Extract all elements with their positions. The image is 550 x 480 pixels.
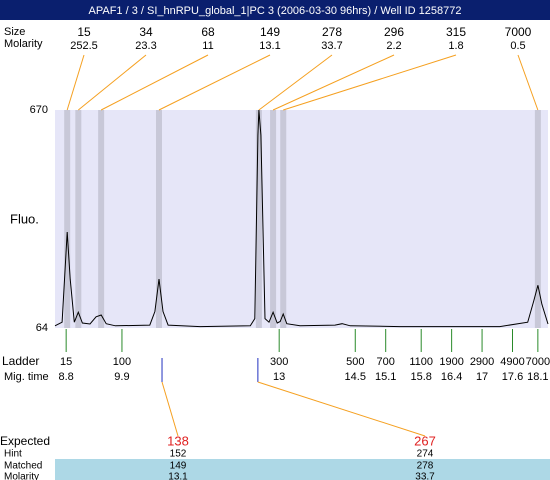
peak-molarity: 2.2 — [386, 40, 401, 52]
peak-connector — [258, 54, 333, 111]
table-molarity: 33.7 — [415, 472, 435, 480]
peak-connector — [272, 54, 395, 111]
table-row-label: Hint — [4, 449, 22, 460]
ladder-time: 17.6 — [502, 371, 523, 383]
peak-molarity: 33.7 — [321, 40, 342, 52]
size-row-label: Size — [4, 26, 25, 38]
ladder-time: 8.8 — [59, 371, 74, 383]
peak-molarity: 252.5 — [70, 40, 98, 52]
ladder-size: 4900 — [500, 356, 524, 368]
peak-size: 315 — [446, 25, 466, 39]
peak-size: 68 — [201, 25, 215, 39]
peak-size: 278 — [322, 25, 342, 39]
peak-band — [155, 110, 162, 328]
ladder-size: 500 — [346, 356, 364, 368]
ladder-time: 18.1 — [527, 371, 548, 383]
peak-connector — [283, 54, 457, 111]
peak-size: 7000 — [505, 25, 532, 39]
mig-time-label: Mig. time — [4, 371, 49, 383]
peak-molarity: 1.8 — [448, 40, 463, 52]
peak-connector — [66, 54, 85, 111]
ladder-time: 16.4 — [441, 371, 462, 383]
ladder-size: 15 — [60, 356, 72, 368]
y-tick-label: 670 — [30, 104, 48, 116]
table-row-label: Matched — [4, 461, 42, 472]
plot-area — [55, 110, 548, 328]
table-hint: 274 — [417, 449, 434, 460]
ladder-time: 15.8 — [410, 371, 431, 383]
peak-size: 149 — [260, 25, 280, 39]
title-bar — [0, 0, 550, 20]
y-tick-label: 64 — [36, 322, 48, 334]
table-row-label: Expected — [0, 434, 50, 448]
molarity-row-label: Molarity — [4, 38, 43, 50]
peak-band — [98, 110, 105, 328]
ladder-size: 1100 — [409, 356, 433, 368]
ladder-time: 14.5 — [345, 371, 366, 383]
ladder-time: 15.1 — [375, 371, 396, 383]
table-matched: 278 — [417, 461, 434, 472]
ladder-label: Ladder — [2, 354, 39, 368]
ladder-size: 300 — [270, 356, 288, 368]
ladder-size: 1900 — [439, 356, 463, 368]
peak-molarity: 23.3 — [135, 40, 156, 52]
peak-band — [255, 110, 262, 328]
expected-connector — [161, 381, 179, 437]
peak-band — [270, 110, 277, 328]
table-hint: 152 — [170, 449, 187, 460]
peak-size: 34 — [139, 25, 153, 39]
peak-connector — [100, 54, 209, 111]
ladder-time: 9.9 — [114, 371, 129, 383]
peak-size: 15 — [77, 25, 91, 39]
peak-molarity: 13.1 — [259, 40, 280, 52]
table-row-label: Molarity — [4, 472, 39, 480]
ladder-time: 17 — [476, 371, 488, 383]
peak-molarity: 11 — [202, 40, 213, 52]
expected-connector — [257, 381, 426, 437]
table-expected: 267 — [414, 433, 436, 448]
peak-band — [75, 110, 82, 328]
table-expected: 138 — [167, 433, 189, 448]
trace — [54, 109, 549, 328]
table-molarity: 13.1 — [168, 472, 188, 480]
ladder-size: 2900 — [470, 356, 494, 368]
table-matched: 149 — [170, 461, 187, 472]
peak-connector — [78, 54, 147, 111]
ladder-time: 13 — [273, 371, 285, 383]
peak-band — [64, 110, 71, 328]
ladder-size: 7000 — [526, 356, 550, 368]
y-axis-label: Fluo. — [10, 211, 39, 226]
peak-size: 296 — [384, 25, 404, 39]
ladder-size: 100 — [113, 356, 131, 368]
peak-connector — [158, 54, 271, 111]
peak-band — [280, 110, 287, 328]
matched-band — [55, 459, 550, 480]
peak-band — [534, 110, 541, 328]
peak-molarity: 0.5 — [510, 40, 525, 52]
chart-title: APAF1 / 3 / SI_hnRPU_global_1|PC 3 (2006… — [89, 5, 462, 17]
ladder-size: 700 — [377, 356, 395, 368]
peak-connector — [517, 54, 539, 111]
